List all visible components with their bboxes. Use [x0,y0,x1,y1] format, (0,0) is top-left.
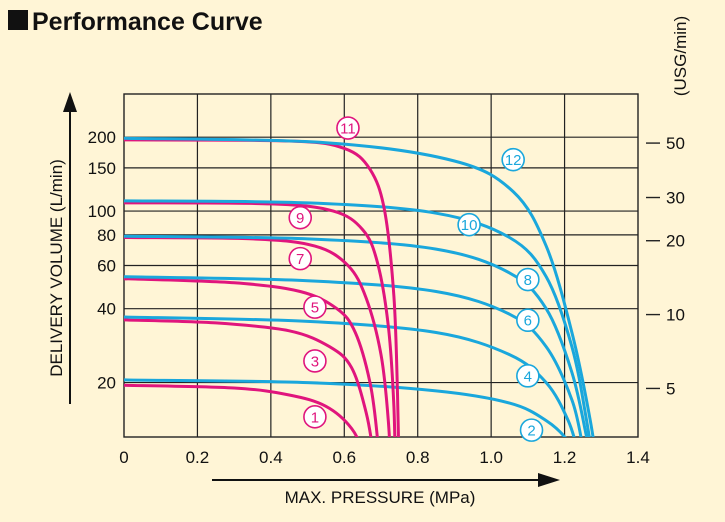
x-tick-label: 0.8 [406,448,430,467]
y-axis-label: DELIVERY VOLUME (L/min) [47,159,66,377]
y-tick-label: 200 [88,128,116,147]
curve-9 [124,201,397,437]
x-tick-label: 0.6 [332,448,356,467]
curve-label-circle [303,405,327,429]
x-tick-label: 0.4 [259,448,283,467]
curve-label-text: 10 [461,217,478,234]
curve-2 [124,378,567,437]
y-tick-label: 150 [88,159,116,178]
curve-label-text: 6 [524,313,532,330]
curve-label-text: 3 [311,353,319,370]
chart-title: Performance Curve [32,8,263,36]
x-tick-label: 1.2 [553,448,577,467]
curve-label-circle [516,308,540,333]
y-tick-label: 100 [88,202,116,221]
curve-label-text: 1 [311,409,319,426]
right-tick-label: 30 [666,189,685,208]
curve-label-circle [516,364,540,388]
x-axis-arrowhead [538,473,560,487]
x-tick-label: 0.2 [186,448,210,467]
curve-label-circle [303,295,327,319]
curve-6 [124,275,583,437]
curve-8 [124,234,589,437]
curve-label-3: 3 [303,349,327,373]
curve-label-1: 1 [303,405,327,429]
curve-5 [124,277,379,437]
curve-label-circle [457,212,481,237]
right-tick-label: 5 [666,379,675,398]
curves [124,136,595,437]
right-axis-label: (USG/min) [671,16,690,96]
right-tick-label: 50 [666,134,685,153]
y-axis-arrowhead [63,92,77,112]
curve-label-12: 12 [501,147,525,172]
curve-label-10: 10 [457,212,481,237]
curve-label-circle [303,349,327,373]
curve-1 [124,383,359,437]
curve-label-text: 4 [524,368,532,385]
curve-10 [124,199,591,437]
y-tick-label: 60 [97,257,116,276]
curve-label-2: 2 [519,418,544,442]
curve-label-6: 6 [516,308,540,333]
x-tick-label: 0 [119,448,128,467]
curve-label-text: 8 [524,272,532,289]
curve-label-text: 5 [311,300,319,317]
right-tick-label: 10 [666,306,685,325]
curve-label-11: 11 [336,116,360,140]
curve-label-circle [519,418,544,442]
y-tick-label: 80 [97,226,116,245]
curve-4 [124,315,576,437]
curve-label-text: 9 [296,210,304,227]
x-tick-label: 1.0 [479,448,503,467]
x-tick-label: 1.4 [626,448,650,467]
curve-label-4: 4 [516,364,540,388]
curve-12 [124,136,595,437]
axes: 0 0.2 0.4 0.6 0.8 1.0 1.2 1.4204060801001502005… [47,16,690,507]
curve-label-7: 7 [288,246,313,271]
curve-label-circle [501,147,525,172]
curve-label-text: 12 [505,152,522,169]
curve-label-text: 7 [296,251,304,268]
curve-label-circle [288,246,313,271]
curve-label-circle [288,205,313,230]
curve-3 [124,318,373,437]
y-tick-label: 20 [97,374,116,393]
right-tick-label: 20 [666,232,685,251]
curve-label-8: 8 [516,267,540,292]
x-axis-label: MAX. PRESSURE (MPa) [285,488,476,507]
curve-label-circle [516,267,540,292]
y-tick-label: 40 [97,300,116,319]
curve-label-circle [336,116,360,140]
curve-label-text: 11 [340,121,356,138]
curve-label-text: 2 [527,423,535,440]
curve-label-5: 5 [303,295,327,319]
curve-label-9: 9 [288,205,313,230]
title-square-icon [8,10,28,30]
